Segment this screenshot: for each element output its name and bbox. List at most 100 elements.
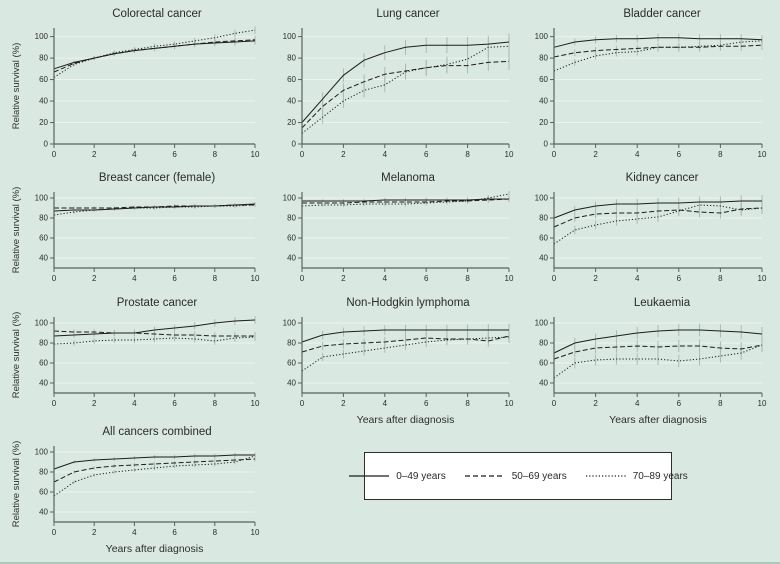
panel-prostate-cancer: Prostate cancer 40 60 80 100 0 2 4 6 8 10 Relative…: [8, 295, 260, 411]
svg-text:2: 2: [341, 399, 346, 408]
svg-text:6: 6: [172, 528, 177, 537]
svg-text:4: 4: [383, 150, 388, 159]
svg-text:2: 2: [593, 399, 598, 408]
panel-all-cancers-combined: All cancers combined 40 60 80 100 0 2 4 6 8 10 Rel…: [8, 424, 260, 556]
svg-text:4: 4: [132, 399, 137, 408]
legend-line-dashed-icon: [464, 475, 505, 477]
svg-text:2: 2: [341, 274, 346, 283]
svg-text:0: 0: [552, 150, 557, 159]
chart-bladder-canvas: 0 20 40 60 80 100 0 2 4 6 8 10: [535, 28, 767, 159]
svg-text:6: 6: [677, 399, 682, 408]
svg-text:10: 10: [251, 399, 260, 408]
svg-text:20: 20: [539, 118, 548, 127]
svg-text:6: 6: [424, 274, 429, 283]
svg-text:80: 80: [39, 214, 48, 223]
svg-text:20: 20: [39, 118, 48, 127]
panel-leukaemia: Leukaemia 40 60 80 100 0 2 4 6 8 10 Years after di…: [512, 295, 770, 427]
chart-title: Breast cancer (female): [98, 172, 216, 184]
svg-text:6: 6: [677, 274, 682, 283]
svg-text:10: 10: [505, 274, 514, 283]
chart-all-cancers-canvas: 40 60 80 100 0 2 4 6 8 10 Relative survival (%) Yea…: [11, 441, 260, 555]
svg-text:4: 4: [635, 274, 640, 283]
svg-text:100: 100: [283, 32, 297, 41]
svg-text:8: 8: [465, 150, 470, 159]
svg-text:20: 20: [287, 118, 296, 127]
svg-text:0: 0: [544, 140, 549, 149]
chart-nhl-canvas: 40 60 80 100 0 2 4 6 8 10 Years after diagnosis: [283, 317, 514, 426]
svg-text:100: 100: [535, 319, 549, 328]
svg-text:40: 40: [39, 508, 48, 517]
legend-item-70-89: 70–89 years: [585, 471, 688, 482]
svg-text:4: 4: [132, 150, 137, 159]
svg-text:4: 4: [635, 150, 640, 159]
svg-text:40: 40: [539, 97, 548, 106]
svg-text:4: 4: [132, 274, 137, 283]
svg-text:60: 60: [39, 234, 48, 243]
svg-text:0: 0: [52, 150, 57, 159]
svg-text:4: 4: [383, 399, 388, 408]
svg-text:60: 60: [539, 359, 548, 368]
svg-text:40: 40: [39, 254, 48, 263]
svg-text:100: 100: [35, 319, 49, 328]
legend-line-dotted-icon: [585, 475, 626, 477]
svg-text:6: 6: [424, 399, 429, 408]
svg-text:40: 40: [287, 97, 296, 106]
svg-text:80: 80: [39, 54, 48, 63]
svg-text:Years after diagnosis: Years after diagnosis: [106, 543, 204, 555]
chart-title: Lung cancer: [376, 8, 440, 20]
svg-text:80: 80: [539, 54, 548, 63]
svg-text:60: 60: [39, 359, 48, 368]
svg-text:40: 40: [39, 97, 48, 106]
svg-text:10: 10: [251, 150, 260, 159]
svg-text:80: 80: [39, 468, 48, 477]
panel-bladder-cancer: Bladder cancer 0 20 40 60 80 100 0 2 4 6 8 10: [512, 6, 770, 162]
svg-text:2: 2: [593, 274, 598, 283]
svg-text:2: 2: [92, 274, 97, 283]
svg-text:10: 10: [505, 399, 514, 408]
chart-title: Colorectal cancer: [112, 8, 202, 20]
chart-melanoma-canvas: 40 60 80 100 0 2 4 6 8 10: [283, 191, 514, 283]
svg-text:Years after diagnosis: Years after diagnosis: [357, 414, 455, 426]
svg-text:100: 100: [535, 194, 549, 203]
panel-melanoma: Melanoma 40 60 80 100 0 2 4 6 8 10: [266, 170, 514, 286]
svg-text:60: 60: [39, 488, 48, 497]
svg-text:0: 0: [44, 140, 49, 149]
svg-text:100: 100: [535, 32, 549, 41]
svg-text:Relative survival (%): Relative survival (%): [11, 187, 22, 274]
svg-text:Years after diagnosis: Years after diagnosis: [609, 414, 707, 426]
svg-text:60: 60: [287, 359, 296, 368]
svg-text:0: 0: [300, 274, 305, 283]
svg-text:2: 2: [92, 399, 97, 408]
svg-text:0: 0: [552, 274, 557, 283]
chart-title: Leukaemia: [633, 297, 691, 309]
svg-text:40: 40: [39, 379, 48, 388]
legend-label: 50–69 years: [511, 470, 567, 482]
chart-colorectal-canvas: 0 20 40 60 80 100 0 2 4 6 8 10 Relative survival (%): [11, 26, 260, 159]
svg-text:2: 2: [593, 150, 598, 159]
svg-text:0: 0: [292, 140, 297, 149]
svg-text:8: 8: [718, 150, 723, 159]
svg-text:60: 60: [539, 234, 548, 243]
svg-text:100: 100: [35, 448, 49, 457]
chart-leukaemia-canvas: 40 60 80 100 0 2 4 6 8 10 Years after diagnosis: [535, 317, 767, 426]
legend-item-0-49: 0–49 years: [348, 470, 446, 482]
svg-text:80: 80: [287, 214, 296, 223]
svg-text:80: 80: [539, 214, 548, 223]
svg-text:0: 0: [300, 150, 305, 159]
chart-prostate-canvas: 40 60 80 100 0 2 4 6 8 10 Relative survival (%): [11, 312, 260, 408]
svg-text:80: 80: [39, 339, 48, 348]
svg-text:8: 8: [465, 399, 470, 408]
svg-text:Relative survival (%): Relative survival (%): [11, 312, 22, 399]
svg-text:0: 0: [52, 399, 57, 408]
panel-breast-cancer: Breast cancer (female) 40 60 80 100 0 2 4 6 8 10 R…: [8, 170, 260, 286]
chart-title: Non-Hodgkin lymphoma: [346, 297, 470, 309]
svg-text:Relative survival (%): Relative survival (%): [11, 441, 22, 528]
legend-label: 0–49 years: [396, 470, 446, 482]
svg-text:8: 8: [213, 150, 218, 159]
svg-text:60: 60: [539, 75, 548, 84]
svg-text:6: 6: [424, 150, 429, 159]
svg-text:100: 100: [283, 319, 297, 328]
chart-title: Melanoma: [381, 172, 435, 184]
svg-text:8: 8: [718, 399, 723, 408]
